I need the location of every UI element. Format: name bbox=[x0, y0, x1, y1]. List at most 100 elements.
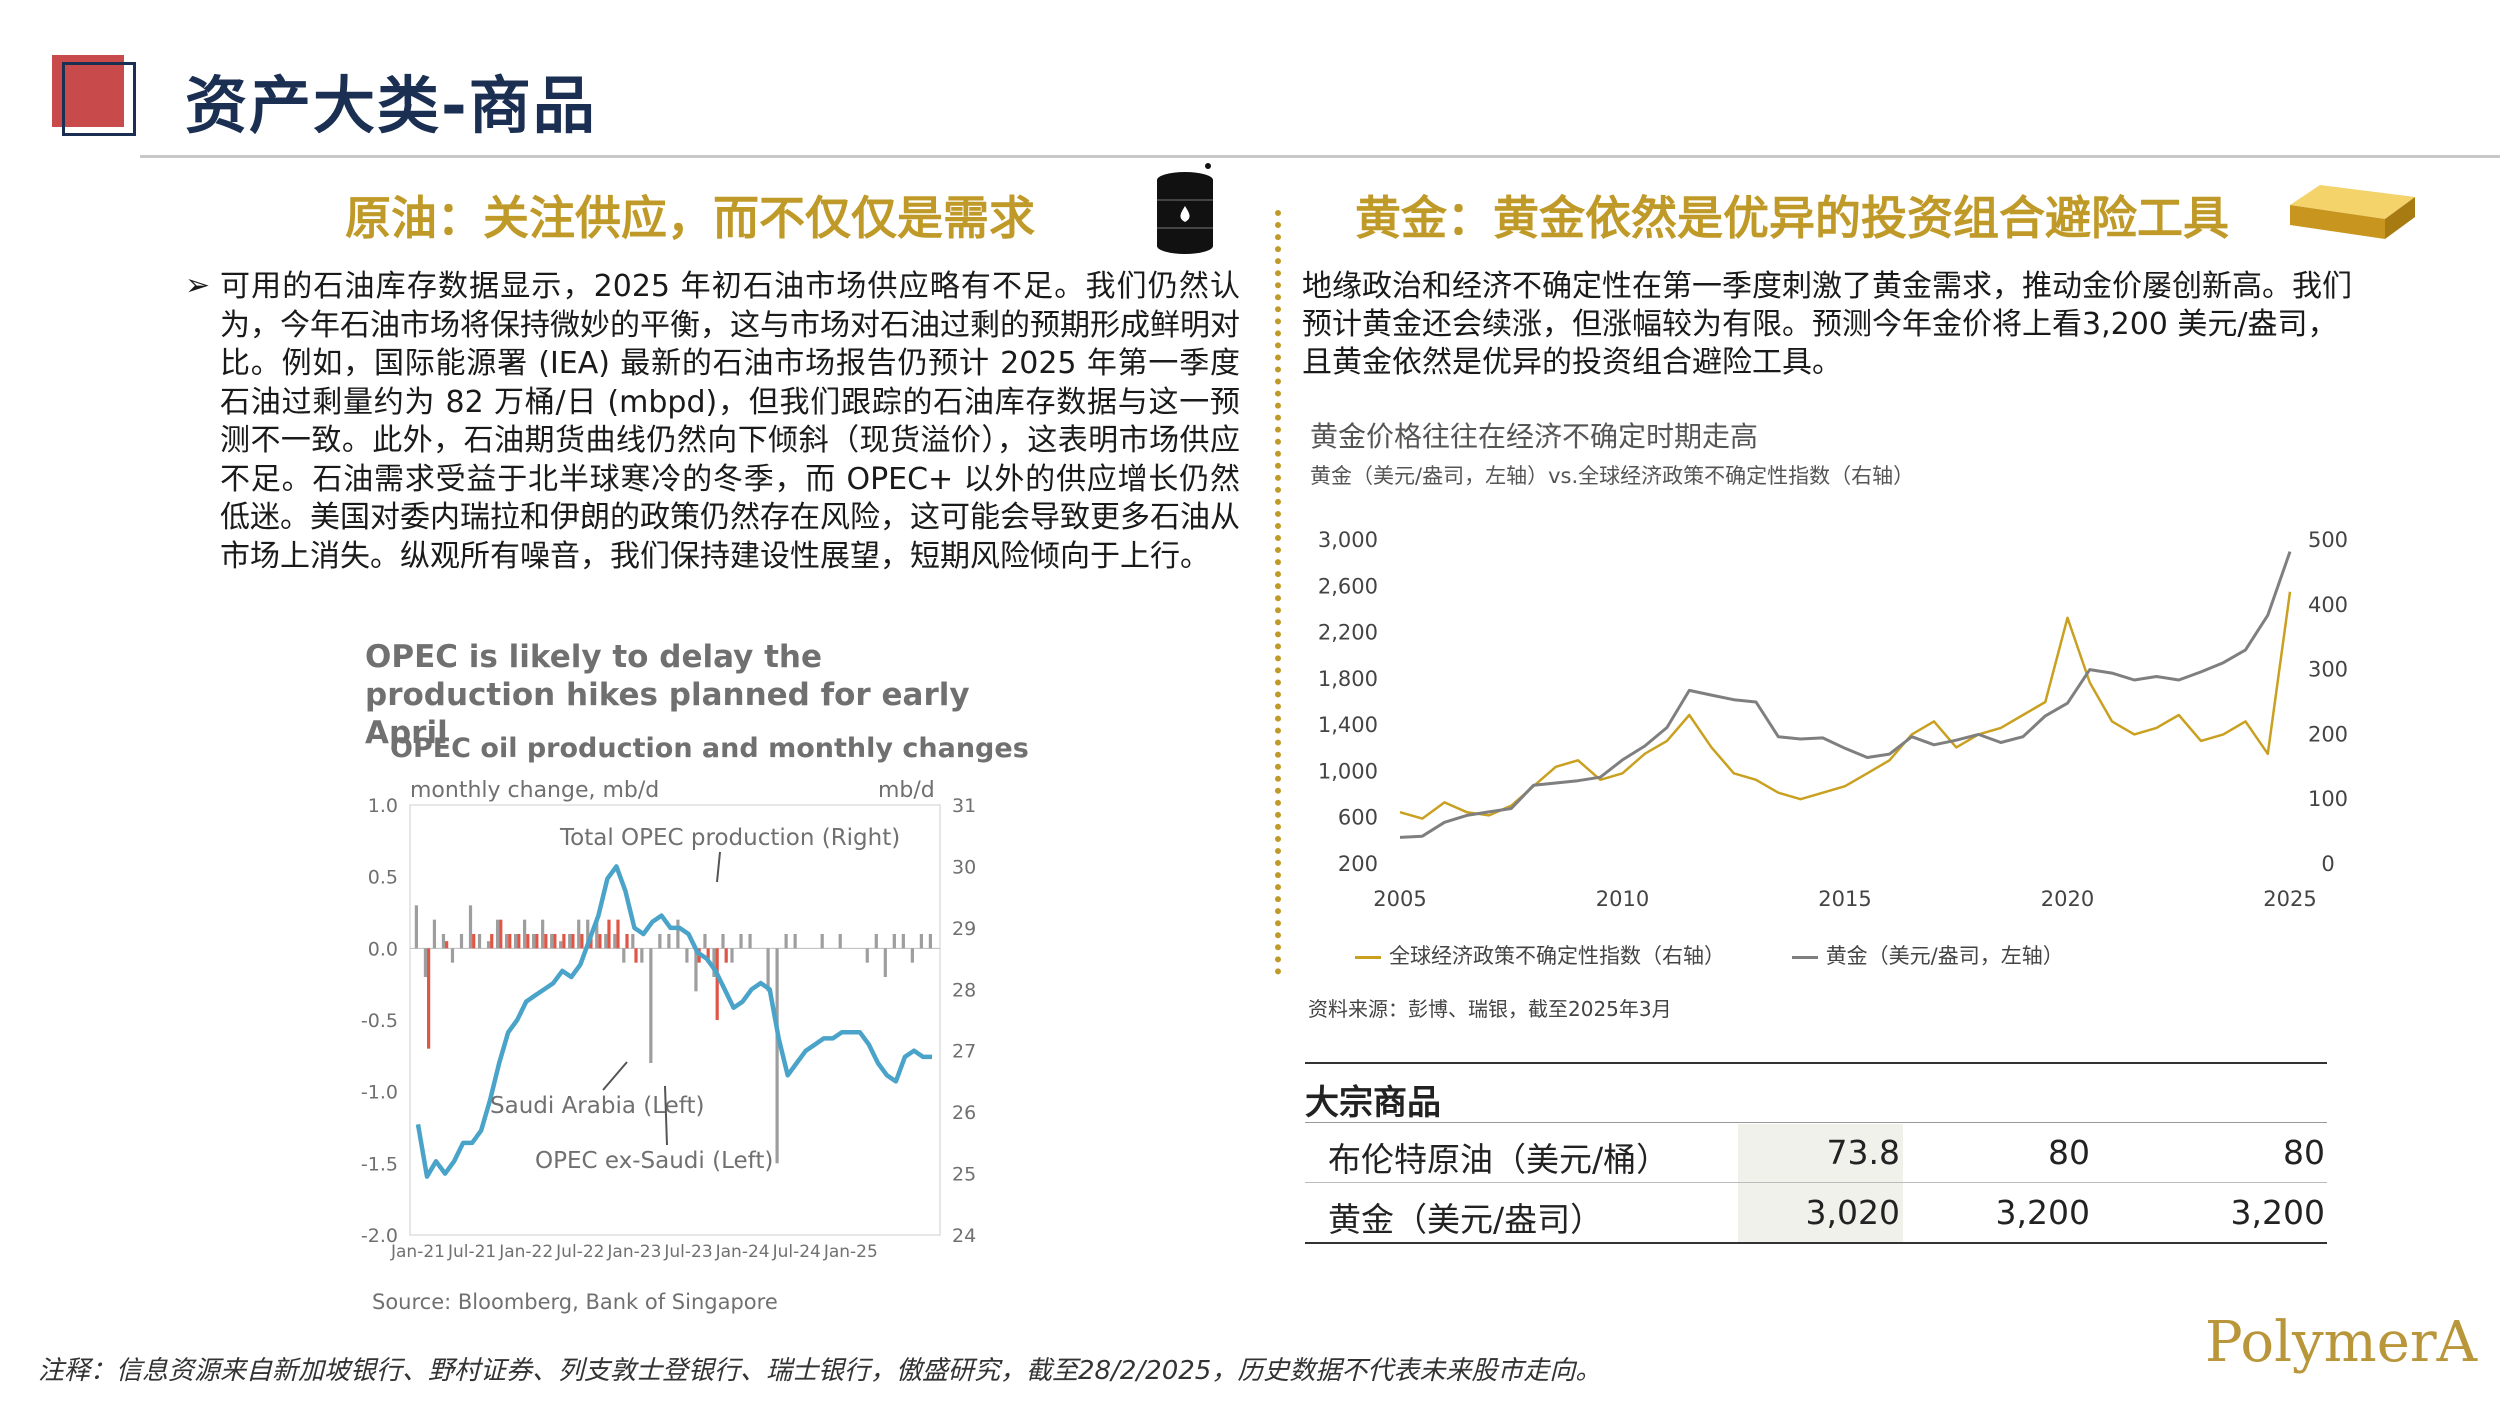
epu-legend-label: 黄金（美元/盎司，左轴） bbox=[1825, 944, 2064, 968]
opec-ex-saudi-bar bbox=[604, 934, 608, 949]
saudi-bar bbox=[562, 934, 566, 949]
opec-ex-saudi-bar bbox=[640, 948, 644, 963]
opec-ex-saudi-bar bbox=[622, 948, 626, 963]
y-tick-right: 27 bbox=[952, 1041, 976, 1063]
opec-ex-saudi-bar bbox=[432, 919, 437, 949]
opec-ex-saudi-bar bbox=[667, 934, 671, 949]
y-tick-left: 1,000 bbox=[1318, 759, 1378, 783]
opec-ex-saudi-bar bbox=[423, 948, 428, 977]
table-top-rule bbox=[1305, 1062, 2327, 1064]
y-tick-left: -2.0 bbox=[361, 1225, 398, 1247]
footnote: 注释：信息资源来自新加坡银行、野村证券、列支敦士登银行、瑞士银行，傲盛研究，截至… bbox=[38, 1356, 1602, 1386]
section-divider bbox=[1275, 210, 1281, 975]
gold-chart-title: 黄金价格往往在经济不确定时期走高 bbox=[1310, 420, 1759, 453]
gold-body: 地缘政治和经济不确定性在第一季度刺激了黄金需求，推动金价屡创新高。我们预计黄金还… bbox=[1302, 269, 2352, 380]
opec-ex-saudi-bar bbox=[820, 934, 824, 949]
opec-ex-saudi-bar bbox=[486, 941, 491, 949]
saudi-bar bbox=[499, 919, 503, 949]
table-row-label: 布伦特原油（美元/桶） bbox=[1328, 1140, 1670, 1179]
saudi-bar bbox=[571, 934, 575, 949]
chart-annotation: Saudi Arabia (Left) bbox=[490, 1093, 704, 1119]
y-tick-left: 2,600 bbox=[1318, 574, 1378, 598]
y-tick-right: 30 bbox=[952, 856, 976, 878]
x-tick-label: Jul-24 bbox=[772, 1242, 821, 1262]
y-tick-left: 0.0 bbox=[368, 938, 398, 960]
y-tick-right: 500 bbox=[2308, 528, 2348, 552]
opec-ex-saudi-bar bbox=[694, 948, 698, 992]
uncertainty-index-line bbox=[1399, 591, 2292, 820]
opec-ex-saudi-bar bbox=[874, 934, 878, 949]
opec-ex-saudi-bar bbox=[892, 934, 896, 949]
opec-ex-saudi-bar bbox=[793, 934, 797, 949]
opec-ex-saudi-bar bbox=[450, 948, 455, 963]
x-tick-label: 2015 bbox=[1818, 887, 1871, 911]
y-tick-right: 400 bbox=[2308, 593, 2348, 617]
opec-ex-saudi-bar bbox=[477, 934, 482, 949]
y-tick-left: 600 bbox=[1338, 806, 1378, 830]
x-tick-label: Jan-21 bbox=[390, 1242, 445, 1262]
y-tick-left: -1.5 bbox=[361, 1153, 398, 1175]
saudi-bar bbox=[580, 934, 584, 949]
opec-ex-saudi-bar bbox=[928, 934, 932, 949]
gold-legend-swatch bbox=[1355, 955, 1381, 959]
x-tick-label: 2025 bbox=[2263, 887, 2316, 911]
x-tick-label: Jan-22 bbox=[498, 1242, 553, 1262]
y-tick-left: 200 bbox=[1338, 852, 1378, 876]
saudi-bar bbox=[607, 919, 611, 949]
x-tick-label: 2010 bbox=[1596, 887, 1649, 911]
opec-chart-subtitle: OPEC oil production and monthly changes bbox=[390, 733, 1029, 764]
opec-ex-saudi-bar bbox=[550, 934, 554, 949]
opec-ex-saudi-bar bbox=[559, 941, 563, 949]
saudi-bar bbox=[715, 948, 719, 1020]
y-tick-right: 24 bbox=[952, 1225, 976, 1247]
y-tick-left: 3,000 bbox=[1318, 528, 1378, 552]
y-tick-right: 25 bbox=[952, 1164, 976, 1186]
table-title: 大宗商品 bbox=[1305, 1083, 1441, 1123]
annotation-arrow bbox=[716, 851, 721, 883]
opec-ex-saudi-bar bbox=[513, 934, 518, 949]
gold-chart-subtitle: 黄金（美元/盎司，左轴）vs.全球经济政策不确定性指数（右轴） bbox=[1310, 464, 1915, 488]
opec-ex-saudi-bar bbox=[631, 934, 635, 949]
x-tick-label: Jul-22 bbox=[555, 1242, 604, 1262]
opec-ex-saudi-bar bbox=[685, 948, 689, 963]
saudi-bar bbox=[544, 934, 548, 949]
y-tick-left: 2,200 bbox=[1318, 621, 1378, 645]
opec-ex-saudi-bar bbox=[721, 934, 725, 949]
oil-body: 可用的石油库存数据显示，2025 年初石油市场供应略有不足。我们仍然认为，今年石… bbox=[220, 269, 1240, 574]
opec-source: Source: Bloomberg, Bank of Singapore bbox=[372, 1290, 778, 1314]
y-tick-right: 100 bbox=[2308, 787, 2348, 811]
opec-ex-saudi-bar bbox=[595, 919, 599, 949]
oil-heading: 原油：关注供应，而不仅仅是需求 bbox=[345, 191, 1035, 245]
opec-ex-saudi-bar bbox=[577, 919, 581, 949]
x-tick-label: Jul-23 bbox=[663, 1242, 712, 1262]
opec-ex-saudi-bar bbox=[649, 948, 653, 1063]
opec-ex-saudi-bar bbox=[865, 948, 869, 963]
gold-heading: 黄金：黄金依然是优异的投资组合避险工具 bbox=[1355, 191, 2229, 245]
opec-ex-saudi-bar bbox=[613, 934, 617, 949]
y-tick-right: 0 bbox=[2321, 852, 2334, 876]
y-tick-left: -1.0 bbox=[361, 1082, 398, 1104]
opec-ex-saudi-bar bbox=[532, 934, 536, 949]
table-cell: 73.8 bbox=[1826, 1133, 1900, 1172]
saudi-bar bbox=[427, 948, 431, 1049]
title-square-outline bbox=[62, 62, 136, 136]
y-tick-right: 29 bbox=[952, 918, 976, 940]
opec-ex-saudi-bar bbox=[703, 934, 707, 949]
logo: PolymerA bbox=[2205, 1310, 2478, 1375]
saudi-bar bbox=[553, 934, 557, 949]
y-tick-right: 28 bbox=[952, 979, 976, 1001]
saudi-bar bbox=[724, 948, 728, 963]
opec-ex-saudi-bar bbox=[766, 948, 770, 992]
table-row-rule bbox=[1305, 1182, 2327, 1183]
x-tick-label: Jan-23 bbox=[606, 1242, 661, 1262]
x-tick-label: 2005 bbox=[1373, 887, 1426, 911]
opec-ex-saudi-bar bbox=[414, 905, 418, 949]
table-shaded-column bbox=[1738, 1124, 1903, 1242]
x-tick-label: Jul-21 bbox=[447, 1242, 496, 1262]
opec-ex-saudi-bar bbox=[568, 934, 572, 949]
table-cell: 3,200 bbox=[1995, 1193, 2090, 1232]
chart-annotation: OPEC ex-Saudi (Left) bbox=[535, 1148, 773, 1174]
y-tick-left: 0.5 bbox=[368, 867, 398, 889]
y-tick-right: 31 bbox=[952, 795, 976, 817]
saudi-bar bbox=[445, 941, 449, 949]
